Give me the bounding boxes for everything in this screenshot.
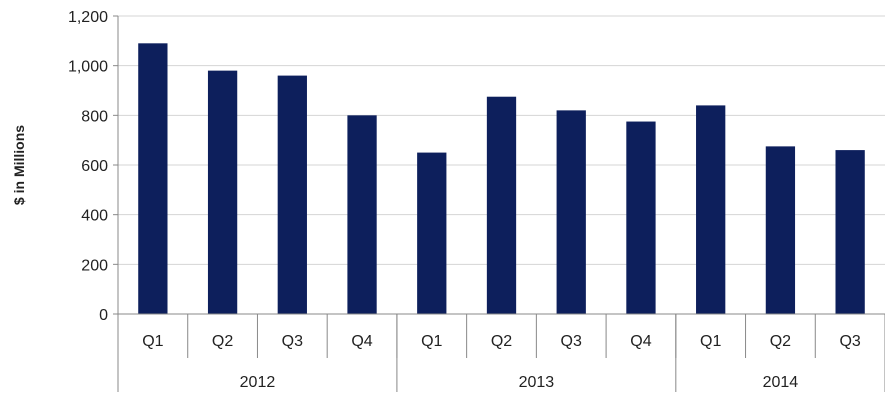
y-axis-label: $ in Millions <box>11 125 27 205</box>
y-tick-label: 1,200 <box>68 9 108 26</box>
x-group-labels: 2012 2013 2014 <box>117 314 885 392</box>
bar <box>138 43 168 315</box>
x-group-label: 2012 <box>240 374 276 391</box>
x-category-label: Q1 <box>421 333 442 350</box>
y-tick-label: 1,000 <box>68 59 108 76</box>
bar <box>277 75 307 314</box>
y-tick-label: 0 <box>99 307 108 324</box>
y-tick-label: 400 <box>81 208 108 225</box>
bar <box>835 150 865 314</box>
x-category-label: Q2 <box>770 333 791 350</box>
x-category-label: Q3 <box>561 333 582 350</box>
bar <box>207 70 238 314</box>
bar <box>765 146 796 314</box>
x-category-label: Q3 <box>282 333 303 350</box>
x-category-label: Q2 <box>491 333 512 350</box>
bar <box>696 105 726 315</box>
x-category-label: Q4 <box>351 333 372 350</box>
x-category-label: Q2 <box>212 333 233 350</box>
x-category-label: Q1 <box>142 333 163 350</box>
bar <box>347 115 377 314</box>
y-tick-labels: 0 200 400 600 800 1,000 1,200 <box>68 9 118 324</box>
x-category-label: Q1 <box>700 333 721 350</box>
y-tick-label: 200 <box>81 257 108 274</box>
bars <box>138 43 865 315</box>
bar <box>556 110 586 314</box>
x-category-labels: Q1 Q2 Q3 Q4 Q1 Q2 Q3 Q4 Q1 Q2 Q3 <box>142 314 861 358</box>
x-category-label: Q4 <box>630 333 651 350</box>
y-tick-label: 800 <box>81 108 108 125</box>
bar <box>417 152 447 314</box>
x-category-label: Q3 <box>839 333 860 350</box>
bar <box>486 96 517 314</box>
bar <box>626 121 656 315</box>
y-tick-label: 600 <box>81 158 108 175</box>
x-group-label: 2014 <box>763 374 799 391</box>
x-group-label: 2013 <box>519 374 555 391</box>
